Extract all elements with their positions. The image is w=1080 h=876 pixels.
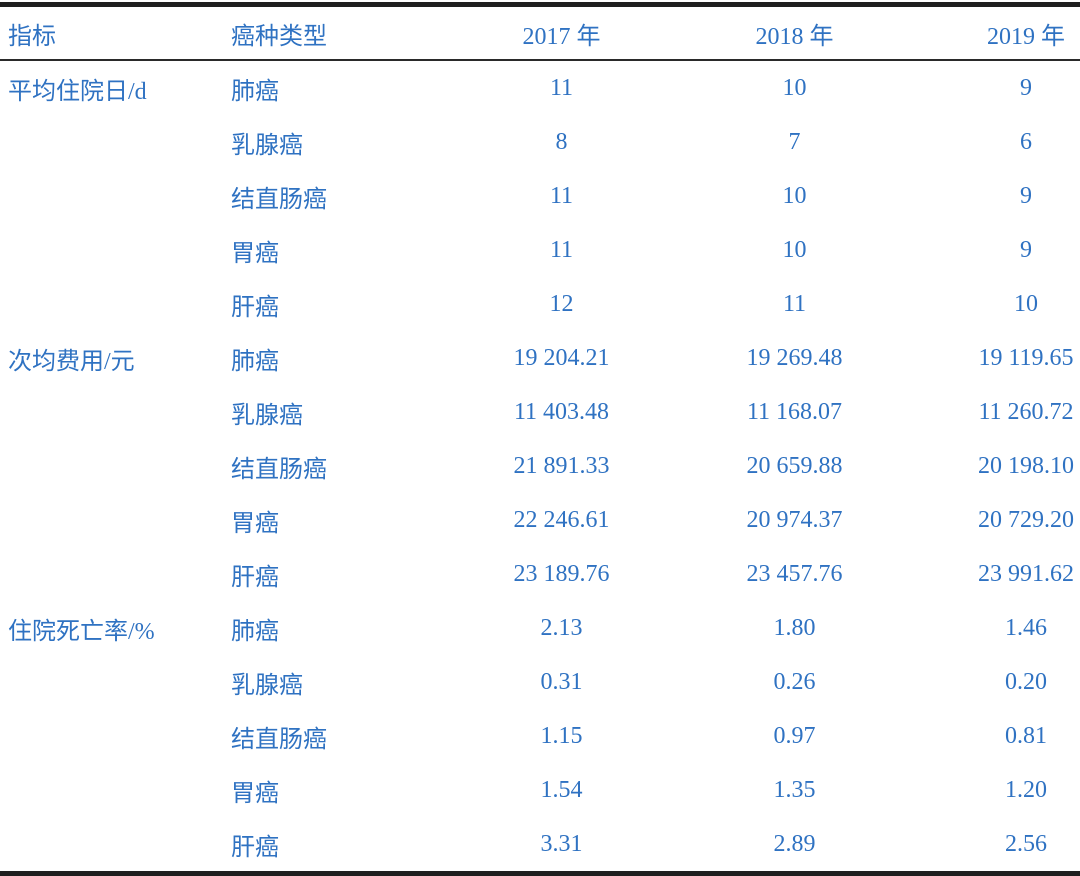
indicator-cell <box>0 493 230 547</box>
table-row: 胃癌 1.54 1.35 1.20 <box>0 763 1080 817</box>
value-2018-cell: 10 <box>782 74 807 101</box>
table-body: 平均住院日/d 肺癌 11 10 9 乳腺癌 8 7 6 结直肠癌 11 10 9 胃癌 11 10 9 肝癌 12… <box>0 60 1080 874</box>
table-row: 结直肠癌 21 891.33 20 659.88 20 198.10 <box>0 439 1080 493</box>
value-2018-cell: 1.80 <box>773 614 816 641</box>
table-row: 肝癌 3.31 2.89 2.56 <box>0 817 1080 874</box>
value-2017-cell: 11 403.48 <box>513 398 610 425</box>
value-2019-cell: 20 729.20 <box>978 506 1074 533</box>
cancer-type-cell: 乳腺癌 <box>231 672 303 699</box>
cancer-type-cell: 结直肠癌 <box>231 456 327 483</box>
indicator-cell <box>0 277 230 331</box>
value-2019-cell: 9 <box>1020 182 1032 209</box>
indicator-cell <box>0 547 230 601</box>
table-row: 结直肠癌 11 10 9 <box>0 169 1080 223</box>
indicator-cell <box>0 709 230 763</box>
value-2017-cell: 11 <box>549 236 574 263</box>
value-2017-cell: 12 <box>549 290 574 317</box>
value-2019-cell: 0.20 <box>1005 668 1047 695</box>
table-row: 平均住院日/d 肺癌 11 10 9 <box>0 60 1080 115</box>
cancer-type-cell: 乳腺癌 <box>231 132 303 159</box>
value-2018-cell: 0.97 <box>773 722 816 749</box>
value-2018-cell: 23 457.76 <box>746 560 843 587</box>
value-2017-cell: 22 246.61 <box>513 506 610 533</box>
value-2017-cell: 11 <box>549 74 574 101</box>
header-year-2019: 2019 年 <box>911 4 1080 61</box>
indicator-cell: 住院死亡率/% <box>8 618 155 645</box>
indicator-cell <box>0 763 230 817</box>
value-2017-cell: 19 204.21 <box>513 344 610 371</box>
table-row: 肝癌 23 189.76 23 457.76 23 991.62 <box>0 547 1080 601</box>
value-2018-cell: 20 659.88 <box>746 452 843 479</box>
value-2017-cell: 1.54 <box>540 776 583 803</box>
cancer-type-cell: 结直肠癌 <box>231 186 327 213</box>
value-2018-cell: 2.89 <box>773 830 816 857</box>
value-2019-cell: 1.46 <box>1005 614 1047 641</box>
table-row: 胃癌 22 246.61 20 974.37 20 729.20 <box>0 493 1080 547</box>
value-2018-cell: 19 269.48 <box>746 344 843 371</box>
indicator-cell <box>0 385 230 439</box>
cancer-type-cell: 胃癌 <box>231 510 279 537</box>
indicator-cell: 平均住院日/d <box>8 78 147 105</box>
value-2019-cell: 11 260.72 <box>978 398 1074 425</box>
value-2019-cell: 2.56 <box>1005 830 1047 857</box>
cancer-type-cell: 胃癌 <box>231 240 279 267</box>
header-indicator: 指标 <box>0 4 230 61</box>
cancer-type-cell: 胃癌 <box>231 780 279 807</box>
cancer-type-cell: 肝癌 <box>231 294 279 321</box>
header-year-2018: 2018 年 <box>678 4 911 61</box>
value-2017-cell: 2.13 <box>540 614 583 641</box>
value-2019-cell: 9 <box>1020 74 1032 101</box>
value-2019-cell: 0.81 <box>1005 722 1047 749</box>
table-row: 肝癌 12 11 10 <box>0 277 1080 331</box>
value-2017-cell: 8 <box>555 128 568 155</box>
header-year-2017: 2017 年 <box>445 4 678 61</box>
value-2019-cell: 9 <box>1020 236 1032 263</box>
value-2019-cell: 6 <box>1020 128 1032 155</box>
indicator-cell <box>0 115 230 169</box>
table-row: 乳腺癌 0.31 0.26 0.20 <box>0 655 1080 709</box>
header-cancer-type: 癌种类型 <box>230 4 445 61</box>
value-2018-cell: 20 974.37 <box>746 506 843 533</box>
table-row: 乳腺癌 8 7 6 <box>0 115 1080 169</box>
table-row: 乳腺癌 11 403.48 11 168.07 11 260.72 <box>0 385 1080 439</box>
value-2019-cell: 23 991.62 <box>978 560 1074 587</box>
indicator-cell <box>0 169 230 223</box>
value-2019-cell: 1.20 <box>1005 776 1047 803</box>
value-2017-cell: 11 <box>549 182 574 209</box>
value-2019-cell: 20 198.10 <box>978 452 1074 479</box>
value-2019-cell: 19 119.65 <box>978 344 1074 371</box>
table-header: 指标 癌种类型 2017 年 2018 年 2019 年 <box>0 4 1080 61</box>
cancer-type-cell: 肺癌 <box>231 348 279 375</box>
indicator-cell: 次均费用/元 <box>8 348 135 375</box>
table-row: 住院死亡率/% 肺癌 2.13 1.80 1.46 <box>0 601 1080 655</box>
value-2018-cell: 1.35 <box>773 776 816 803</box>
value-2018-cell: 11 <box>782 290 807 317</box>
cancer-type-cell: 乳腺癌 <box>231 402 303 429</box>
value-2018-cell: 11 168.07 <box>746 398 843 425</box>
cancer-type-cell: 肺癌 <box>231 78 279 105</box>
cancer-type-cell: 肝癌 <box>231 564 279 591</box>
value-2017-cell: 23 189.76 <box>513 560 610 587</box>
indicator-cell <box>0 817 230 874</box>
table-row: 结直肠癌 1.15 0.97 0.81 <box>0 709 1080 763</box>
cancer-type-cell: 肝癌 <box>231 834 279 861</box>
value-2018-cell: 10 <box>782 236 807 263</box>
header-row: 指标 癌种类型 2017 年 2018 年 2019 年 <box>0 4 1080 61</box>
cancer-type-cell: 结直肠癌 <box>231 726 327 753</box>
value-2018-cell: 10 <box>782 182 807 209</box>
value-2018-cell: 7 <box>788 128 801 155</box>
value-2019-cell: 10 <box>1014 290 1038 317</box>
value-2018-cell: 0.26 <box>773 668 816 695</box>
value-2017-cell: 1.15 <box>540 722 583 749</box>
value-2017-cell: 0.31 <box>540 668 583 695</box>
indicator-cell <box>0 439 230 493</box>
value-2017-cell: 3.31 <box>540 830 583 857</box>
value-2017-cell: 21 891.33 <box>513 452 610 479</box>
indicator-cell <box>0 655 230 709</box>
table-row: 次均费用/元 肺癌 19 204.21 19 269.48 19 119.65 <box>0 331 1080 385</box>
table-row: 胃癌 11 10 9 <box>0 223 1080 277</box>
indicator-cell <box>0 223 230 277</box>
cancer-type-cell: 肺癌 <box>231 618 279 645</box>
